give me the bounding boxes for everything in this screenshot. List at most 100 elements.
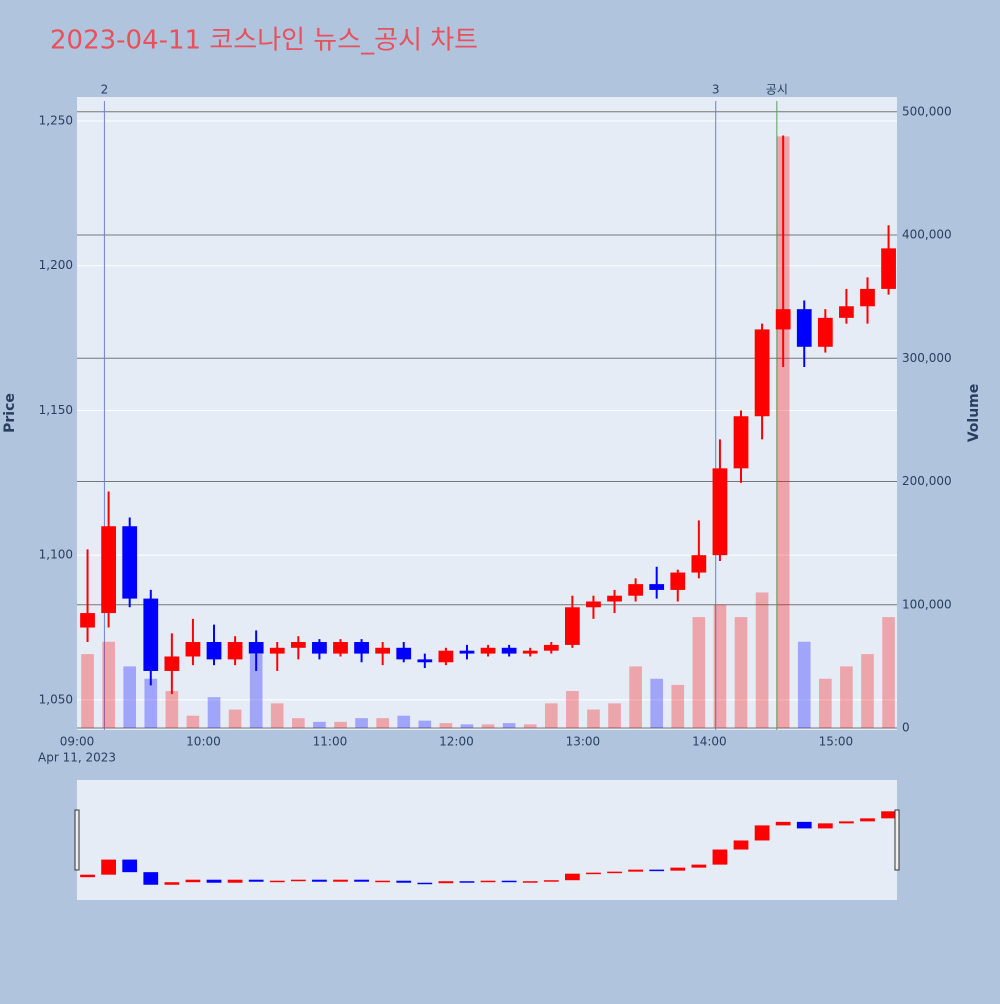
- candle-body: [839, 306, 854, 318]
- mini-candle: [290, 879, 306, 882]
- candle-body: [712, 468, 728, 556]
- volume-bar: [776, 136, 790, 729]
- y-tick-label: 1,150: [39, 403, 73, 417]
- candle-body: [248, 642, 264, 654]
- candle-body: [143, 598, 159, 671]
- candle-body: [122, 526, 138, 599]
- mini-candle: [712, 849, 728, 865]
- volume-bar: [734, 617, 748, 729]
- volume-bar: [102, 641, 115, 729]
- x-tick-label: 11:00: [313, 735, 348, 749]
- candle-body: [438, 650, 454, 663]
- mini-candle: [501, 880, 517, 883]
- mini-candle: [691, 864, 707, 868]
- volume-bar: [418, 720, 432, 729]
- candle-body: [817, 317, 833, 347]
- volume-bar: [692, 617, 706, 729]
- candle-body: [101, 526, 116, 614]
- candle-body: [227, 642, 243, 660]
- candle-body: [185, 642, 201, 657]
- y-tick-label: 1,200: [39, 258, 73, 272]
- mini-candle: [522, 881, 538, 883]
- range-handle[interactable]: [74, 809, 80, 871]
- volume-bar: [123, 666, 137, 729]
- mini-candle: [796, 821, 812, 829]
- volume-bar: [313, 721, 326, 729]
- marker-label: 2: [101, 83, 109, 97]
- volume-bar: [713, 604, 727, 729]
- mini-candle: [586, 872, 601, 875]
- mini-candle: [459, 881, 475, 883]
- y-tick-label: 1,050: [39, 692, 73, 706]
- mini-candle: [269, 880, 285, 883]
- mini-candle: [164, 882, 180, 885]
- volume-bar: [544, 703, 558, 729]
- volume-bar: [819, 678, 832, 729]
- y2-tick-label: 100,000: [902, 597, 952, 611]
- mini-candle: [375, 880, 391, 883]
- candle-body: [775, 309, 791, 330]
- plot-area: [77, 97, 897, 730]
- candle-body: [480, 647, 496, 654]
- volume-bar: [397, 715, 411, 729]
- candle-body: [607, 595, 622, 602]
- candle-body: [670, 572, 686, 590]
- volume-bar: [671, 684, 685, 729]
- mini-candle: [122, 859, 138, 873]
- y2-tick-label: 300,000: [902, 351, 952, 365]
- mini-candle: [312, 879, 327, 882]
- y2-tick-label: 200,000: [902, 474, 952, 488]
- mini-candle: [607, 871, 622, 874]
- volume-bar: [566, 691, 579, 729]
- mini-candle: [185, 879, 201, 883]
- volume-bar: [755, 592, 769, 729]
- volume-bar: [186, 715, 200, 729]
- volume-bar: [249, 654, 263, 729]
- x-tick-label: 10:00: [186, 735, 221, 749]
- x-tick-label: 15:00: [819, 735, 854, 749]
- volume-bar: [523, 724, 537, 729]
- volume-bar: [207, 697, 221, 729]
- mini-candle: [839, 821, 854, 824]
- mini-candle: [80, 874, 95, 878]
- y2-tick-label: 400,000: [902, 228, 952, 242]
- volume-bar: [797, 641, 811, 729]
- volume-bar: [840, 666, 853, 729]
- candle-body: [459, 650, 475, 654]
- candle-body: [628, 584, 643, 596]
- candle-body: [796, 309, 812, 347]
- candle-body: [312, 642, 327, 654]
- mini-candle: [333, 879, 348, 882]
- x-tick-label: 09:00: [60, 735, 95, 749]
- mini-candle: [733, 840, 749, 850]
- x-date-label: Apr 11, 2023: [38, 751, 116, 765]
- volume-bar: [608, 703, 621, 729]
- y-tick-label: 1,250: [39, 114, 73, 128]
- candle-body: [691, 555, 707, 573]
- mini-candle: [396, 880, 412, 883]
- marker-label: 공시: [766, 83, 788, 97]
- mini-candle: [564, 873, 580, 881]
- mini-candle: [860, 818, 875, 822]
- volume-bar: [292, 718, 305, 729]
- candle-body: [501, 647, 517, 654]
- volume-bar: [81, 654, 94, 729]
- candle-body: [881, 248, 896, 289]
- mini-candle: [143, 872, 159, 885]
- candle-body: [733, 416, 749, 469]
- volume-bar: [481, 724, 495, 729]
- mini-candle: [438, 881, 454, 884]
- candle-body: [417, 659, 433, 663]
- range-handle[interactable]: [894, 809, 900, 871]
- volume-bar: [502, 723, 516, 729]
- volume-bar: [165, 691, 179, 729]
- mini-candle: [480, 880, 496, 883]
- mini-candle: [206, 879, 222, 883]
- volume-bar: [334, 721, 347, 729]
- x-tick-label: 14:00: [692, 735, 727, 749]
- mini-candle: [775, 821, 791, 826]
- candle-body: [564, 607, 580, 645]
- candle-body: [754, 329, 770, 417]
- mini-candle: [417, 882, 433, 885]
- volume-bar: [587, 709, 600, 729]
